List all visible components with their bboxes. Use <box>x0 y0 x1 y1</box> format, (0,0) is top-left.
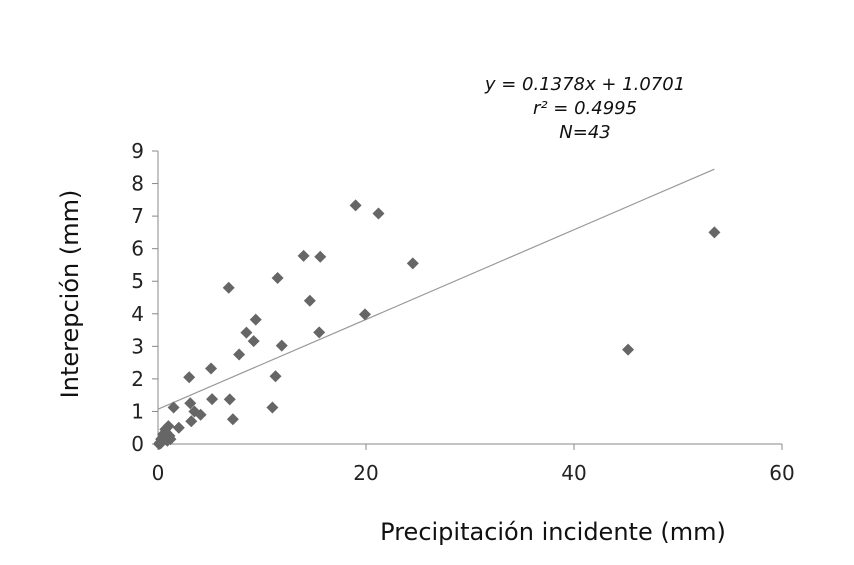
data-point <box>314 250 327 263</box>
data-point <box>303 294 316 307</box>
equation-label: y = 0.1378x + 1.0701 <box>484 74 685 95</box>
data-point <box>708 226 721 239</box>
data-point <box>167 401 180 414</box>
r-squared-label: r² = 0.4995 <box>533 98 637 119</box>
data-point <box>240 326 253 339</box>
n-count-label: N=43 <box>559 122 610 143</box>
data-point <box>184 397 197 410</box>
data-point <box>271 271 284 284</box>
y-tick-label: 3 <box>131 334 144 358</box>
data-point <box>222 281 235 294</box>
x-tick-label: 20 <box>353 461 378 485</box>
trendline <box>157 168 715 410</box>
data-point <box>349 199 362 212</box>
y-tick-label: 5 <box>131 269 144 293</box>
data-point <box>249 313 262 326</box>
data-point <box>358 308 371 321</box>
y-tick-label: 9 <box>131 139 144 163</box>
data-point <box>226 413 239 426</box>
x-tick-label: 40 <box>561 461 586 485</box>
y-axis-title: Interepción (mm) <box>56 190 84 399</box>
data-point <box>154 437 167 450</box>
data-point <box>206 393 219 406</box>
data-point <box>164 433 177 446</box>
y-tick-label: 1 <box>131 399 144 423</box>
data-point <box>183 371 196 384</box>
data-point <box>372 207 385 220</box>
data-point <box>297 249 310 262</box>
data-point <box>194 408 207 421</box>
y-tick-label: 0 <box>131 432 144 456</box>
data-point <box>269 370 282 383</box>
data-point <box>162 420 175 433</box>
y-tick-label: 7 <box>131 204 144 228</box>
data-point <box>233 348 246 361</box>
data-point <box>172 421 185 434</box>
data-point <box>313 326 326 339</box>
data-point <box>205 362 218 375</box>
data-point <box>247 335 260 348</box>
data-point <box>266 401 279 414</box>
y-tick-label: 8 <box>131 172 144 196</box>
data-point <box>406 257 419 270</box>
y-tick-label: 6 <box>131 237 144 261</box>
x-tick-label: 0 <box>152 461 165 485</box>
data-point <box>622 343 635 356</box>
x-tick-label: 60 <box>769 461 794 485</box>
data-point <box>185 415 198 428</box>
data-point <box>223 393 236 406</box>
y-tick-label: 4 <box>131 302 144 326</box>
x-axis-title: Precipitación incidente (mm) <box>380 518 726 546</box>
data-point <box>275 339 288 352</box>
y-tick-label: 2 <box>131 367 144 391</box>
